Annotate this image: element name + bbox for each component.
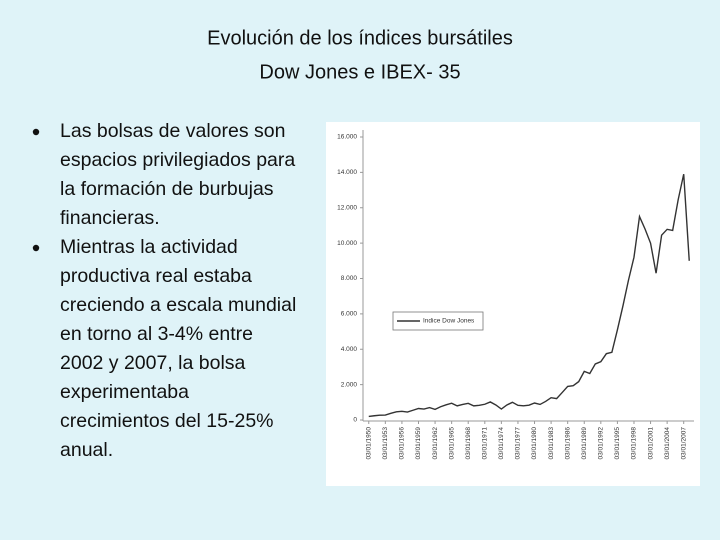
x-tick-label: 03/01/1998 (631, 427, 638, 460)
x-tick-label: 03/01/1983 (548, 427, 555, 460)
legend-label: Indice Dow Jones (423, 318, 475, 325)
legend (392, 311, 484, 331)
x-tick-label: 03/01/1989 (581, 427, 588, 460)
y-tick-label: 0 (353, 417, 357, 424)
bullet-text: experimentaba (60, 381, 189, 403)
x-tick-label: 03/01/2001 (647, 427, 654, 460)
x-tick-label: 03/01/1971 (482, 427, 489, 460)
y-tick-label: 8.000 (341, 275, 358, 282)
bullet-text: Mientras la actividad (60, 236, 238, 258)
y-tick-label: 2.000 (341, 381, 358, 388)
series-line (368, 173, 690, 418)
x-tick-label: 03/01/2007 (680, 427, 687, 460)
x-tick-label: 03/01/1986 (564, 427, 571, 460)
chart-image (326, 122, 700, 486)
y-tick-label: 12.000 (337, 204, 357, 211)
y-tick-label: 14.000 (337, 169, 357, 176)
x-tick-label: 03/01/1962 (432, 427, 439, 460)
bullet-text: espacios privilegiados para (60, 149, 295, 171)
bullet-text: Las bolsas de valores son (60, 120, 285, 142)
x-tick-label: 03/01/1977 (515, 427, 522, 460)
slide-title: Evolución de los índices bursátiles (207, 27, 513, 49)
bullet-text: 2002 y 2007, la bolsa (60, 352, 246, 374)
bullet-text: la formación de burbujas (60, 178, 274, 200)
x-tick-label: 03/01/1974 (498, 427, 505, 460)
x-tick-label: 03/01/1995 (614, 427, 621, 460)
x-tick-label: 03/01/2004 (664, 427, 671, 460)
x-tick-label: 03/01/1965 (448, 427, 455, 460)
x-tick-label: 03/01/1956 (399, 427, 406, 460)
bullet-dot (32, 244, 40, 252)
bullet-text: crecimientos del 15-25% (60, 410, 274, 432)
bullet-text: en torno al 3-4% entre (60, 323, 253, 345)
x-tick-label: 03/01/1980 (531, 427, 538, 460)
x-tick-label: 03/01/1968 (465, 427, 472, 460)
x-tick-label: 03/01/1992 (598, 427, 605, 460)
y-tick-label: 10.000 (337, 240, 357, 247)
y-tick-label: 4.000 (341, 346, 358, 353)
bullet-text: creciendo a escala mundial (60, 294, 296, 316)
bullet-text: financieras. (60, 207, 160, 229)
y-tick-label: 16.000 (337, 134, 357, 141)
bullet-text: anual. (60, 439, 113, 461)
x-tick-label: 03/01/1950 (365, 427, 372, 460)
slide-title: Dow Jones e IBEX- 35 (259, 61, 460, 83)
y-tick-label: 6.000 (341, 311, 358, 318)
x-tick-label: 03/01/1953 (382, 427, 389, 460)
x-tick-label: 03/01/1959 (415, 427, 422, 460)
bullet-dot (32, 128, 40, 136)
bullet-text: productiva real estaba (60, 265, 252, 287)
